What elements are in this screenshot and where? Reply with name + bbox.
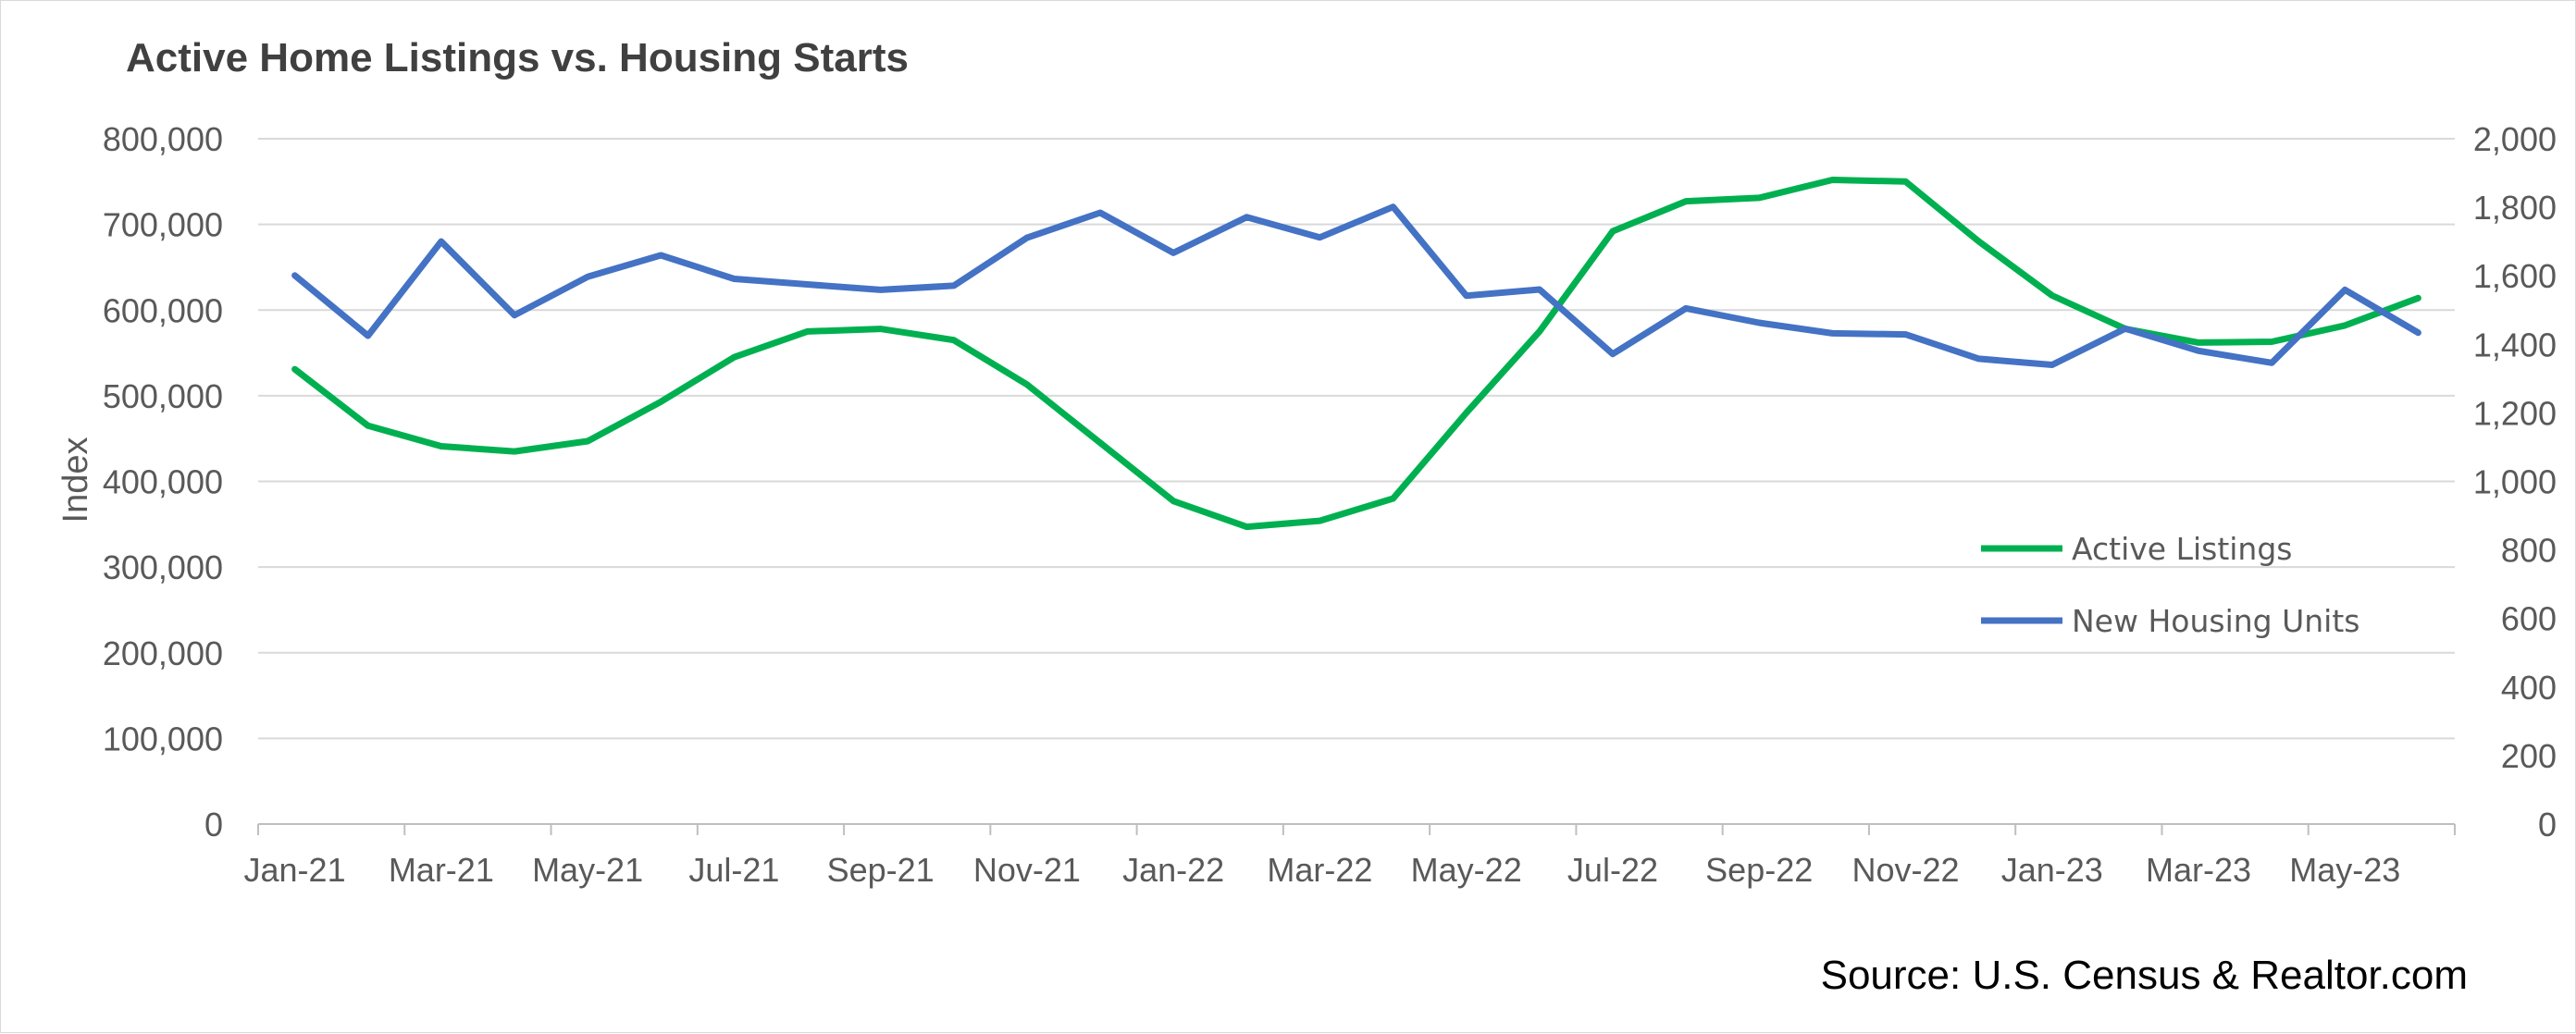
x-tick-label: May-22 [1411,851,1522,889]
y2-tick-label: 800 [2501,532,2557,570]
x-tick-label: Mar-23 [2146,851,2251,889]
y2-tick-label: 2,000 [2473,120,2557,158]
x-tick-label: Jan-23 [2001,851,2103,889]
legend: Active Listings New Housing Units [1981,531,2359,639]
y2-tick-label: 400 [2501,669,2557,707]
legend-label: Active Listings [2072,531,2292,567]
y2-tick-label: 1,600 [2473,257,2557,295]
x-tick-label: Jul-21 [688,851,779,889]
y2-tick-label: 1,000 [2473,463,2557,501]
x-tick-label: Sep-21 [827,851,935,889]
y2-tick-label: 1,200 [2473,394,2557,432]
y-tick-label: 600,000 [103,291,223,329]
legend-label: New Housing Units [2072,603,2359,639]
y-tick-label: 800,000 [103,120,223,158]
x-tick-label: Jan-21 [244,851,346,889]
series-line-new-housing-units [291,203,2421,368]
y2-tick-label: 1,400 [2473,326,2557,363]
x-tick-label: May-21 [532,851,643,889]
y2-axis-tick-labels: 0 200 400 600 800 1,000 1,200 1,400 1,600 1,800 2,… [2473,120,2557,843]
series-line-active-listings [291,177,2421,531]
y-tick-label: 300,000 [103,548,223,586]
y-axis-title: Index [56,437,95,523]
y-tick-label: 100,000 [103,720,223,757]
x-tick-label: Nov-21 [973,851,1081,889]
chart-title: Active Home Listings vs. Housing Starts [126,35,909,80]
x-axis-tick-labels: Jan-21 Mar-21 May-21 Jul-21 Sep-21 Nov-21 Jan-… [244,851,2401,889]
x-tick-label: May-23 [2289,851,2400,889]
y2-tick-label: 600 [2501,600,2557,638]
x-tick-label: Sep-22 [1705,851,1813,889]
y2-tick-label: 1,800 [2473,189,2557,227]
y2-tick-label: 200 [2501,737,2557,775]
y-tick-label: 200,000 [103,634,223,672]
y2-tick-label: 0 [2538,806,2557,843]
y-tick-label: 700,000 [103,206,223,244]
x-tick-label: Mar-21 [389,851,494,889]
y-tick-label: 400,000 [103,463,223,501]
source-note: Source: U.S. Census & Realtor.com [1821,953,2468,998]
x-tick-label: Nov-22 [1852,851,1959,889]
y-tick-label: 0 [204,806,223,843]
x-tick-label: Jan-22 [1122,851,1224,889]
gridlines [258,138,2455,740]
axes [257,823,2456,835]
y-axis-tick-labels: 0 100,000 200,000 300,000 400,000 500,000 600,… [103,120,223,843]
y-tick-label: 500,000 [103,377,223,415]
series-lines [291,177,2421,531]
x-tick-label: Jul-22 [1567,851,1658,889]
x-tick-label: Mar-22 [1267,851,1372,889]
